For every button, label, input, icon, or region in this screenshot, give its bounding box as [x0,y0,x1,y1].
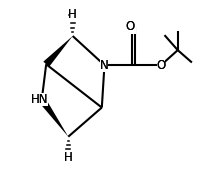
Text: O: O [156,59,166,72]
Bar [64,151,72,165]
Text: O: O [125,20,135,33]
Bar [157,58,165,72]
Text: HN: HN [31,93,49,106]
Text: H: H [68,8,77,21]
Polygon shape [43,36,73,67]
Text: HN: HN [31,93,49,106]
Text: H: H [64,151,73,164]
Text: H: H [64,151,73,164]
Bar [128,20,136,34]
Text: N: N [100,59,109,72]
Bar [69,8,77,22]
Polygon shape [39,97,68,137]
Text: H: H [68,8,77,21]
Text: N: N [100,59,109,72]
Text: O: O [156,59,166,72]
Bar [100,58,108,72]
Text: O: O [125,20,135,33]
Bar [36,93,48,106]
